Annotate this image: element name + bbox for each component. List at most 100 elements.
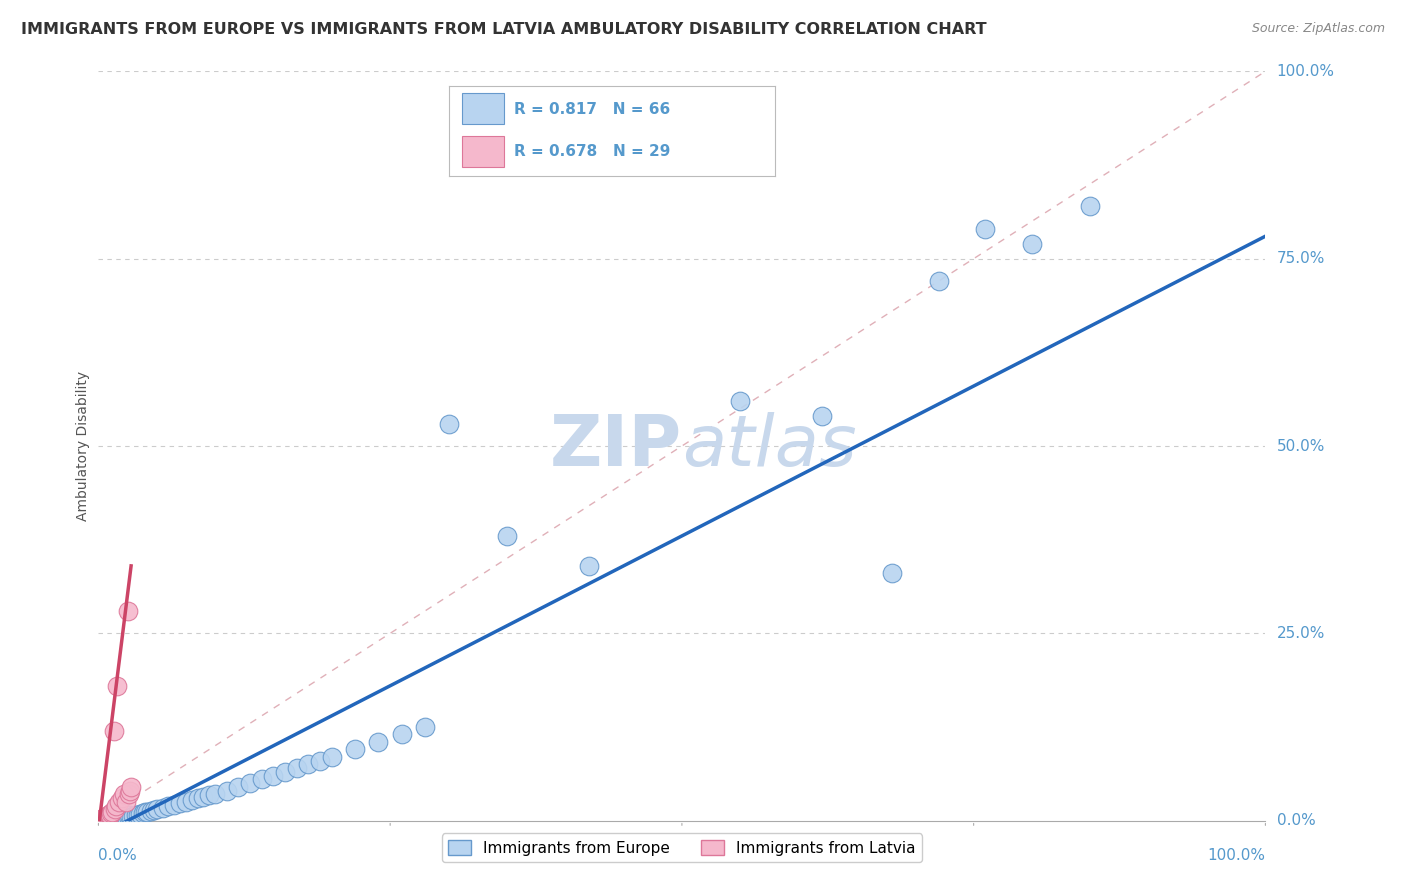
Point [97,813,120,827]
Legend: Immigrants from Europe, Immigrants from Latvia: Immigrants from Europe, Immigrants from … [443,833,921,862]
Point [103,812,125,826]
Point [132,806,155,821]
Point [274,764,297,779]
Point [93,811,115,825]
Text: 100.0%: 100.0% [1208,848,1265,863]
Point [120,780,142,794]
Point [262,769,284,783]
Point [104,811,127,825]
Point [103,723,125,738]
Text: 0.0%: 0.0% [98,848,138,863]
Point [110,811,132,825]
Point [250,772,273,787]
Point [1080,199,1102,213]
Point [928,274,950,288]
Point [115,795,138,809]
Point [228,780,250,794]
Point [163,797,186,812]
Point [117,604,139,618]
Point [129,806,152,821]
Text: atlas: atlas [682,411,856,481]
Y-axis label: Ambulatory Disability: Ambulatory Disability [76,371,90,521]
Point [114,811,136,825]
Point [98,807,121,822]
Point [297,757,319,772]
Point [107,811,129,825]
Point [111,811,134,825]
Point [94,810,117,824]
Point [215,783,238,797]
Point [198,788,221,802]
Point [187,791,209,805]
Point [344,742,367,756]
Point [111,810,134,824]
Point [139,804,162,818]
Point [104,802,127,816]
Point [120,810,142,824]
Point [730,394,752,409]
Point [578,558,600,573]
Point [97,808,120,822]
Point [97,809,120,823]
Point [101,805,124,819]
Point [204,787,226,801]
Text: IMMIGRANTS FROM EUROPE VS IMMIGRANTS FROM LATVIA AMBULATORY DISABILITY CORRELATI: IMMIGRANTS FROM EUROPE VS IMMIGRANTS FRO… [21,22,987,37]
Point [117,809,139,823]
Point [115,810,138,824]
Point [101,811,124,825]
Point [134,805,156,820]
Point [174,795,197,809]
Point [146,802,169,816]
Point [112,788,135,802]
Point [90,812,112,826]
Point [108,810,131,824]
Point [127,807,149,822]
Point [118,783,141,797]
Point [105,679,128,693]
Point [367,735,389,749]
Text: 100.0%: 100.0% [1277,64,1334,78]
Text: ZIP: ZIP [550,411,682,481]
Point [111,791,134,805]
Point [100,811,122,825]
Point [98,812,121,826]
Point [1021,236,1043,251]
Point [413,720,436,734]
Text: 25.0%: 25.0% [1277,626,1324,640]
Point [96,809,118,823]
Point [285,761,308,775]
Point [811,409,834,423]
Text: Source: ZipAtlas.com: Source: ZipAtlas.com [1251,22,1385,36]
Point [125,808,148,822]
Point [91,811,114,825]
Point [97,807,120,822]
Point [94,811,117,825]
Point [104,798,127,813]
Point [391,727,413,741]
Point [100,806,122,821]
Point [118,788,141,802]
Point [122,809,145,823]
Point [180,792,202,806]
Point [98,806,121,821]
Point [321,750,343,764]
Point [880,566,903,581]
Text: 0.0%: 0.0% [1277,814,1315,828]
Point [108,795,131,809]
Point [93,813,115,827]
Point [193,789,215,804]
Point [96,810,118,824]
Point [97,811,120,825]
Point [309,754,332,768]
Point [239,776,262,790]
Point [96,812,118,826]
Point [90,813,112,827]
Point [157,799,180,814]
Point [105,811,128,825]
Point [496,529,519,543]
Point [437,417,460,431]
Point [112,809,135,823]
Point [152,801,174,815]
Point [974,221,997,235]
Text: 50.0%: 50.0% [1277,439,1324,453]
